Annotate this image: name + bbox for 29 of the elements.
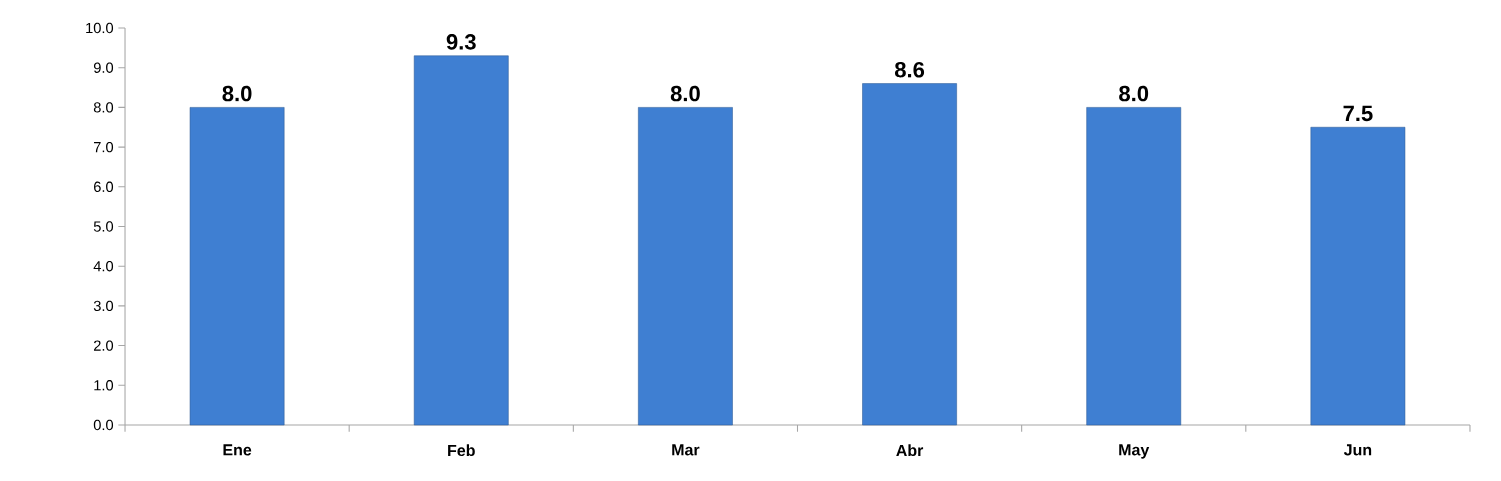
data-label: 7.5 (1343, 105, 1373, 122)
bar (413, 55, 509, 426)
x-tick-label: Abr (896, 444, 924, 457)
bar (638, 107, 733, 426)
data-label: 8.0 (670, 85, 700, 102)
y-tick-label: 8.0 (93, 102, 114, 113)
y-tick-label: 9.0 (93, 62, 114, 73)
data-label: 8.6 (894, 61, 925, 78)
x-tick-label: Jun (1343, 444, 1372, 456)
x-tick-label: May (1119, 444, 1150, 459)
y-tick-label: 10.0 (86, 22, 114, 34)
y-tick-label: 6.0 (94, 181, 114, 192)
y-tick-label: 2.0 (93, 340, 114, 351)
data-label: 8.0 (1119, 85, 1149, 102)
bar (862, 83, 957, 426)
bar (189, 107, 285, 426)
y-tick-label: 4.0 (93, 261, 114, 272)
x-tick-label: Mar (672, 444, 700, 456)
y-tick-label: 7.0 (94, 141, 114, 153)
bar (1310, 126, 1406, 426)
y-tick-label: 1.0 (94, 380, 114, 391)
y-tick-label: 5.0 (93, 221, 114, 232)
y-tick-label: 0.0 (93, 419, 114, 431)
x-tick-label: Ene (223, 444, 252, 456)
y-tick-label: 3.0 (93, 300, 114, 312)
data-label: 8.0 (222, 85, 252, 102)
data-label: 9.3 (446, 34, 476, 50)
bar (1086, 107, 1182, 426)
x-tick-label: Feb (448, 444, 475, 457)
